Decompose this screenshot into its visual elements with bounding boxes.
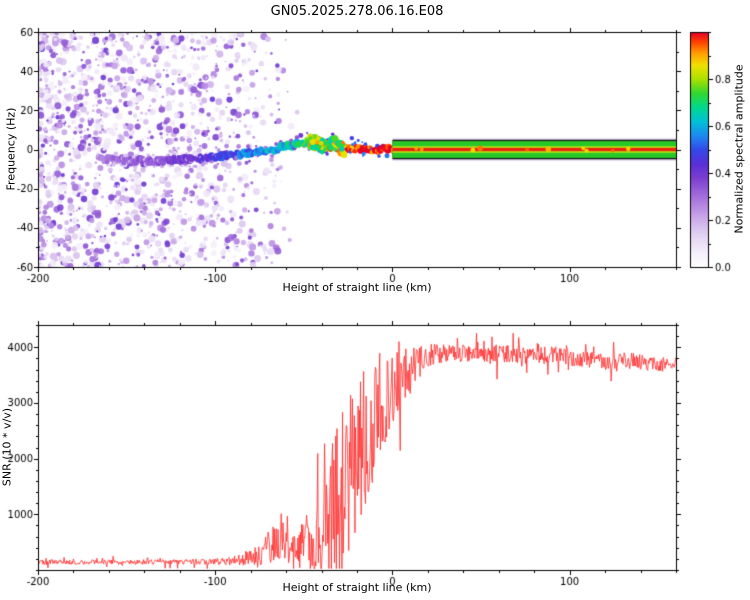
spectrogram-x-axis-label: Height of straight line (km) <box>282 281 432 294</box>
spectrogram-y-axis-label: Frequency (Hz) <box>4 107 18 191</box>
colorbar-label: Normalized spectral amplitude <box>732 64 746 234</box>
figure-title: GN05.2025.278.06.16.E08 <box>270 4 444 19</box>
snr-y-axis-label: SNR (10 * v/v) <box>0 407 14 487</box>
snr-x-axis-label: Height of straight line (km) <box>282 581 432 594</box>
